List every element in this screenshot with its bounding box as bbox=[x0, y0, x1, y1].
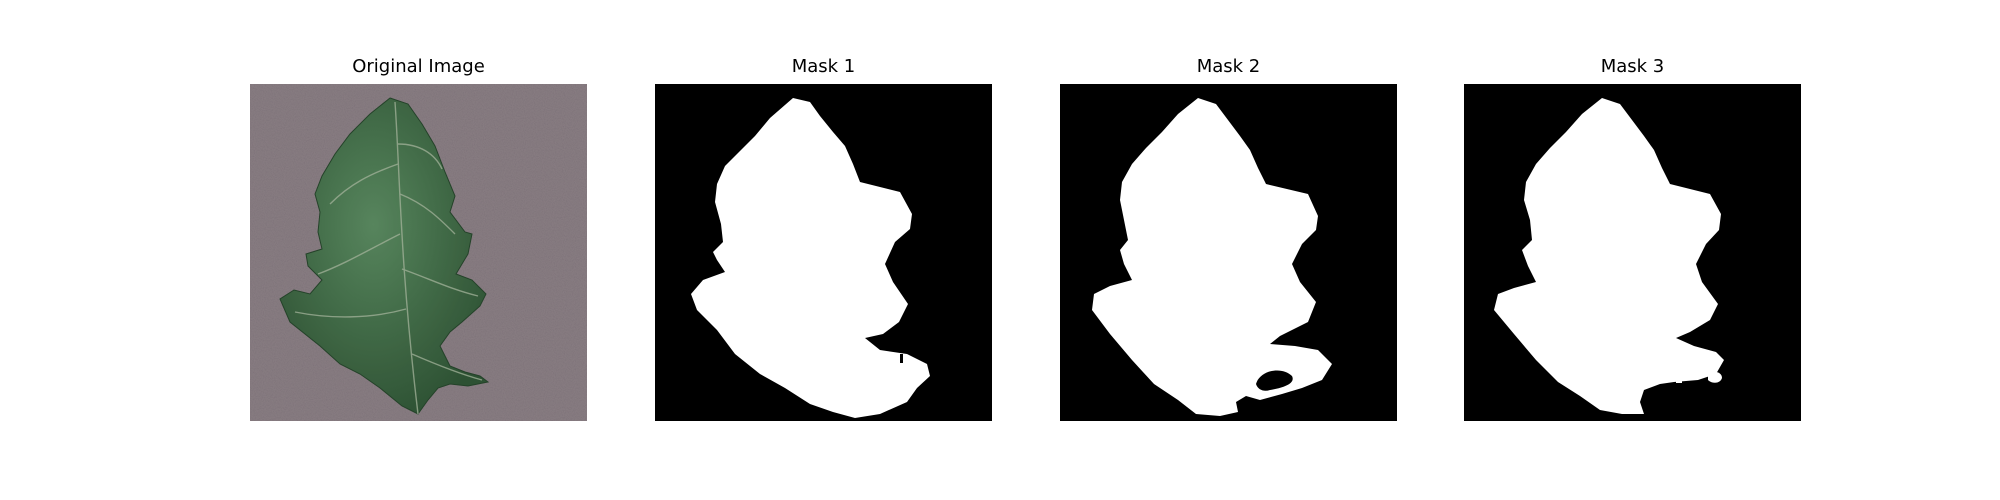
panel-title-mask-1: Mask 1 bbox=[791, 56, 856, 77]
mask-foreground bbox=[691, 98, 930, 418]
mask-2 bbox=[1060, 84, 1397, 421]
mask-hole bbox=[1256, 370, 1293, 391]
mask-foreground bbox=[1494, 98, 1724, 414]
mask-foreground bbox=[1092, 98, 1332, 416]
original-image bbox=[250, 84, 587, 421]
leaf-shape bbox=[279, 97, 490, 415]
mask-1 bbox=[655, 84, 992, 421]
mask-fragments bbox=[1664, 371, 1722, 383]
panel-title-mask-2: Mask 2 bbox=[1196, 56, 1261, 77]
leaf-veins bbox=[294, 101, 483, 415]
mask-1-panel bbox=[655, 84, 992, 421]
panel-title-mask-3: Mask 3 bbox=[1600, 56, 1665, 77]
mask-3 bbox=[1464, 84, 1801, 421]
mask-3-panel bbox=[1464, 84, 1801, 421]
panel-title-original: Original Image bbox=[352, 56, 485, 77]
mask-2-panel bbox=[1060, 84, 1397, 421]
original-image-panel bbox=[250, 84, 587, 421]
